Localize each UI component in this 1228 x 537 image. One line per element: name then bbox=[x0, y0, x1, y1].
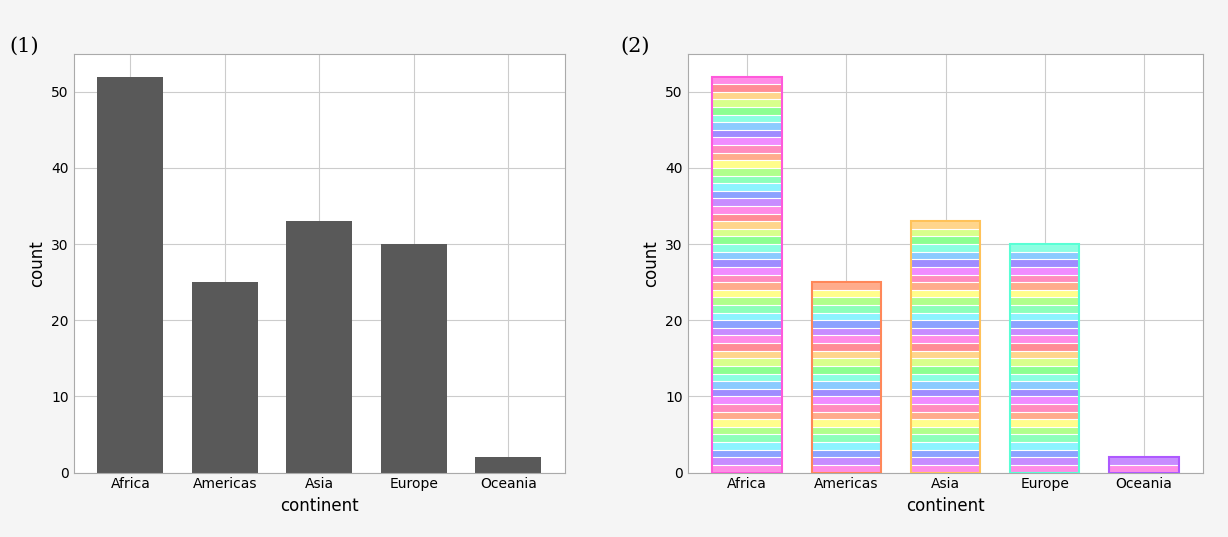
Text: (1): (1) bbox=[10, 37, 39, 56]
X-axis label: continent: continent bbox=[280, 497, 359, 515]
Bar bbox=[192, 282, 258, 473]
Bar bbox=[1011, 244, 1079, 473]
Text: (2): (2) bbox=[620, 37, 650, 56]
Bar bbox=[812, 282, 882, 473]
Bar bbox=[712, 77, 782, 473]
Bar bbox=[286, 221, 352, 473]
Bar bbox=[1109, 458, 1179, 473]
Y-axis label: count: count bbox=[28, 240, 45, 287]
Bar bbox=[911, 221, 980, 473]
Y-axis label: count: count bbox=[642, 240, 659, 287]
Bar bbox=[381, 244, 447, 473]
Bar bbox=[475, 458, 542, 473]
X-axis label: continent: continent bbox=[906, 497, 985, 515]
Bar bbox=[97, 77, 163, 473]
